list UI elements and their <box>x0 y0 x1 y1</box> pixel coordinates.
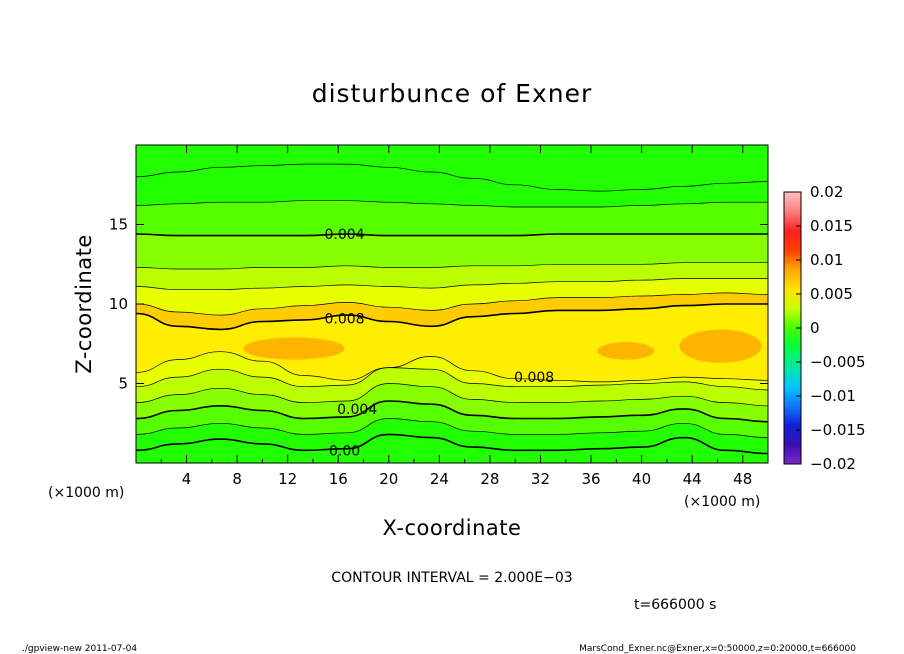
colorbar-tick-label: −0.01 <box>810 387 856 405</box>
x-tick-label: 8 <box>232 470 242 488</box>
colorbar-tick-label: −0.015 <box>810 421 866 439</box>
filled-band <box>136 292 768 330</box>
colorbar-tick-label: −0.02 <box>810 455 856 473</box>
contour-line <box>136 418 768 438</box>
highlight-region <box>243 337 345 360</box>
contour-label: 0.00 <box>329 443 360 459</box>
contour-line <box>136 351 768 383</box>
time-label: t=666000 s <box>634 597 716 613</box>
colorbar-ticks: 0.02 0.015 0.01 0.005 0 −0.005 −0.01 −0.015 −0.0… <box>796 183 866 473</box>
filled-band <box>136 262 768 290</box>
filled-band <box>136 351 768 390</box>
contour-line <box>136 400 768 423</box>
contour-label: 0.008 <box>325 311 365 327</box>
filled-band <box>136 234 768 269</box>
colorbar-tick-label: 0.015 <box>810 217 853 235</box>
x-tick-label: 24 <box>430 470 449 488</box>
y-tick-label: 10 <box>109 295 128 313</box>
contour-line <box>136 163 768 192</box>
program-label: ./gpview-new 2011-07-04 <box>22 644 137 654</box>
x-axis-ticks: 4 8 12 16 20 24 28 32 36 40 44 48 <box>160 145 752 488</box>
contour-label: 0.004 <box>325 227 365 243</box>
y-axis-ticks: 5 10 15 <box>109 216 768 393</box>
colorbar-tick-label: 0.01 <box>810 251 843 269</box>
colorbar-tick-label: 0 <box>810 319 820 337</box>
filled-band <box>136 278 768 316</box>
contour-labels: 0.004 0.008 0.008 0.004 0.00 <box>325 227 555 459</box>
x-tick-label: 16 <box>329 470 348 488</box>
source-label: MarsCond_Exner.nc@Exner,x=0:50000,z=0:20… <box>579 644 856 654</box>
x-tick-label: 4 <box>182 470 192 488</box>
contour-label: 0.008 <box>514 370 554 386</box>
filled-band <box>136 401 768 438</box>
filled-band <box>136 418 768 454</box>
x-units-right: (×1000 m) <box>684 494 760 510</box>
x-tick-label: 44 <box>683 470 702 488</box>
y-tick-label: 15 <box>109 216 128 234</box>
filled-band <box>136 164 768 207</box>
colorbar-tick-label: −0.005 <box>810 353 866 371</box>
x-tick-label: 36 <box>581 470 600 488</box>
contour-line <box>136 303 768 331</box>
colorbar-tick-label: 0.005 <box>810 285 853 303</box>
y-axis-title: Z-coordinate <box>72 234 96 374</box>
filled-band <box>136 304 768 382</box>
y-tick-label: 5 <box>118 375 128 393</box>
x-tick-label: 40 <box>632 470 651 488</box>
contour-label: 0.004 <box>337 402 377 418</box>
colorbar-tick-label: 0.02 <box>810 183 843 201</box>
x-tick-label: 32 <box>531 470 550 488</box>
contour-line <box>136 278 768 291</box>
plot-area <box>136 145 768 463</box>
x-tick-label: 12 <box>278 470 297 488</box>
contour-line <box>136 262 768 270</box>
filled-band <box>136 367 768 406</box>
contour-lines <box>136 163 768 455</box>
x-axis-title: X-coordinate <box>383 516 522 540</box>
filled-band <box>136 383 768 422</box>
contour-line <box>136 233 768 237</box>
colorbar: 0.02 0.015 0.01 0.005 0 −0.005 −0.01 −0.015 −0.0… <box>783 183 866 473</box>
chart-title: disturbunce of Exner <box>312 79 593 108</box>
x-tick-label: 48 <box>733 470 752 488</box>
highlight-region <box>597 342 655 360</box>
filled-band <box>136 200 768 236</box>
x-tick-label: 20 <box>379 470 398 488</box>
contour-line <box>136 292 768 316</box>
highlight-region <box>679 329 762 363</box>
filled-bands <box>136 164 768 454</box>
contour-line <box>136 433 768 455</box>
x-tick-label: 28 <box>480 470 499 488</box>
contour-interval-text: CONTOUR INTERVAL = 2.000E−03 <box>331 570 572 586</box>
contour-line <box>136 367 768 391</box>
x-units-left: (×1000 m) <box>48 485 124 501</box>
contour-line <box>136 383 768 407</box>
contour-line <box>136 200 768 208</box>
